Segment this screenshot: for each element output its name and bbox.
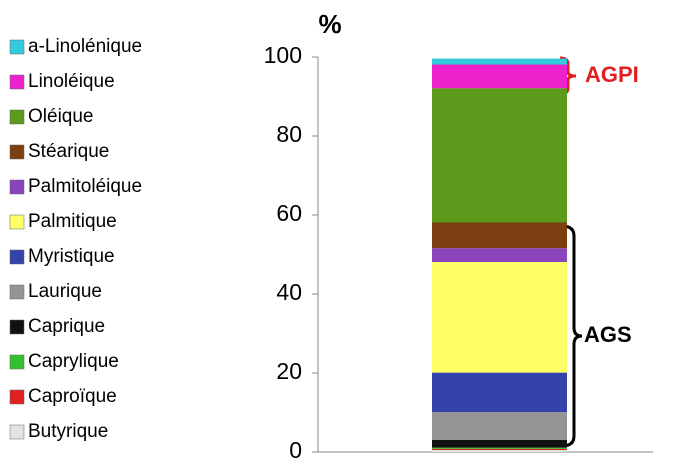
legend-swatch	[9, 179, 25, 195]
annotation: AGPI	[585, 62, 639, 87]
bar-segment	[432, 262, 567, 373]
bar-segment	[432, 448, 567, 451]
legend-swatch	[9, 144, 25, 160]
y-tick-label: 20	[276, 358, 302, 384]
y-tick-label: 0	[289, 437, 302, 463]
y-tick-label: 60	[276, 200, 302, 226]
y-tick-label: 80	[276, 121, 302, 147]
y-tick-label: 40	[276, 279, 302, 305]
bar-segment	[432, 372, 567, 413]
bar-segment	[432, 447, 567, 449]
legend-swatch	[9, 249, 25, 265]
legend-label: Palmitique	[28, 211, 117, 232]
annotation: AGS	[584, 322, 632, 347]
ags-brace	[561, 224, 583, 448]
legend-swatch	[9, 109, 25, 125]
legend-label: Caprylique	[28, 351, 119, 372]
legend-label: Linoléique	[28, 71, 115, 92]
legend-label: Palmitoléique	[28, 176, 142, 197]
bar-segment	[432, 248, 567, 263]
bar-segment	[432, 58, 567, 65]
bar-segment	[432, 222, 567, 249]
legend-label: Laurique	[28, 281, 102, 302]
y-tick-label: 100	[264, 42, 302, 68]
legend-label: Myristique	[28, 246, 115, 267]
bar-segment	[432, 64, 567, 89]
legend-swatch	[9, 39, 25, 55]
legend-swatch	[9, 284, 25, 300]
legend-swatch	[9, 74, 25, 90]
bar-segment	[432, 88, 567, 223]
legend-swatch	[9, 214, 25, 230]
legend-label: Caproïque	[28, 386, 117, 407]
bar-segment	[432, 450, 567, 452]
y-axis-label: %	[318, 9, 341, 39]
agpi-brace	[559, 56, 577, 96]
legend-swatch	[9, 389, 25, 405]
bar-segment	[432, 439, 567, 448]
legend-label: Oléique	[28, 106, 94, 127]
legend-label: a-Linolénique	[28, 36, 142, 57]
legend-swatch	[9, 424, 25, 440]
legend-label: Stéarique	[28, 141, 109, 162]
legend-swatch	[9, 354, 25, 370]
legend-label: Butyrique	[28, 421, 108, 442]
legend-swatch	[9, 319, 25, 335]
bar-segment	[432, 412, 567, 440]
legend-label: Caprique	[28, 316, 105, 337]
